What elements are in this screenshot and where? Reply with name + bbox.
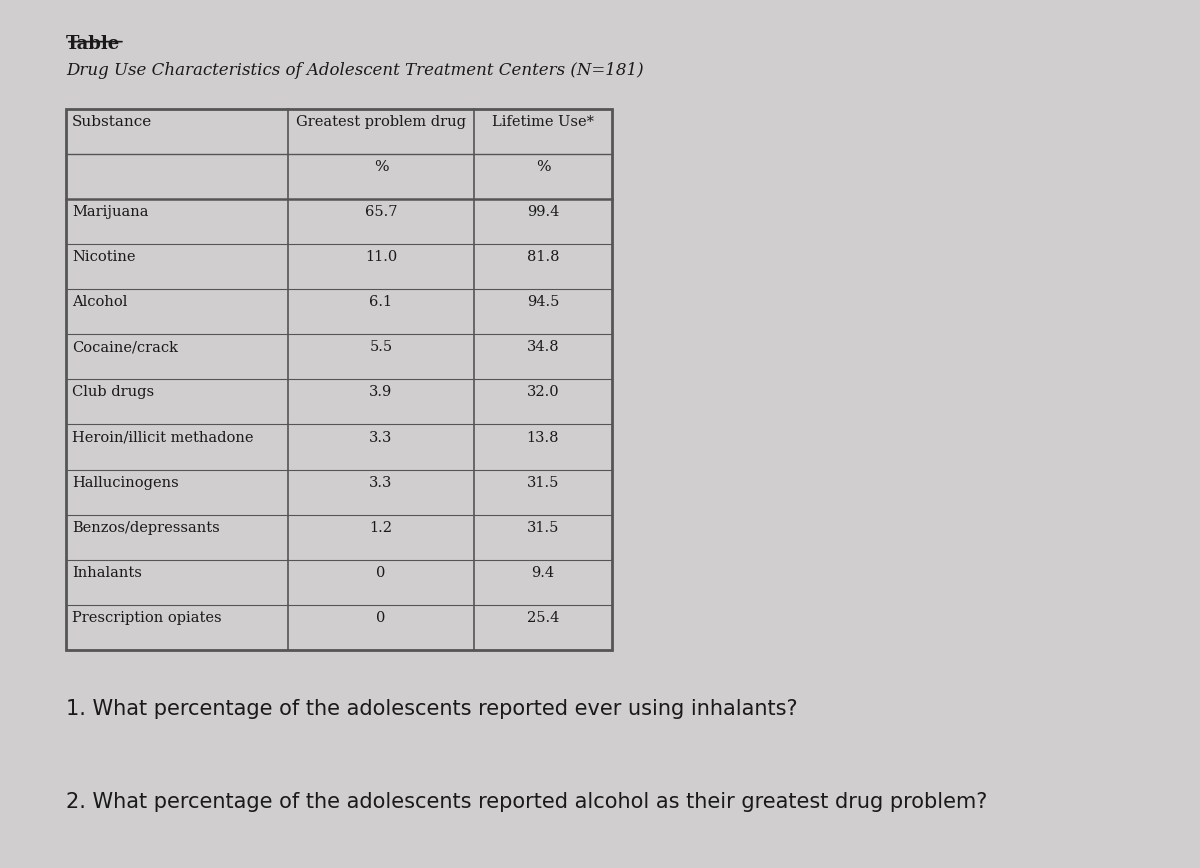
- Text: Substance: Substance: [72, 115, 152, 128]
- Text: Inhalants: Inhalants: [72, 566, 142, 580]
- Text: Table: Table: [66, 35, 120, 53]
- Text: 3.3: 3.3: [370, 431, 392, 444]
- Text: 0: 0: [377, 566, 385, 580]
- Text: Lifetime Use*: Lifetime Use*: [492, 115, 594, 128]
- Text: 25.4: 25.4: [527, 611, 559, 625]
- Text: 3.9: 3.9: [370, 385, 392, 399]
- Text: Heroin/illicit methadone: Heroin/illicit methadone: [72, 431, 253, 444]
- Text: 13.8: 13.8: [527, 431, 559, 444]
- Text: 32.0: 32.0: [527, 385, 559, 399]
- Text: 0: 0: [377, 611, 385, 625]
- Text: %: %: [535, 160, 551, 174]
- Bar: [66, 108, 612, 650]
- Text: 81.8: 81.8: [527, 250, 559, 264]
- Text: 34.8: 34.8: [527, 340, 559, 354]
- Text: 1. What percentage of the adolescents reported ever using inhalants?: 1. What percentage of the adolescents re…: [66, 699, 798, 719]
- Text: Prescription opiates: Prescription opiates: [72, 611, 222, 625]
- Text: Hallucinogens: Hallucinogens: [72, 476, 179, 490]
- Text: Marijuana: Marijuana: [72, 205, 149, 219]
- Text: %: %: [373, 160, 389, 174]
- Text: Alcohol: Alcohol: [72, 295, 127, 309]
- Text: 5.5: 5.5: [370, 340, 392, 354]
- Text: 3.3: 3.3: [370, 476, 392, 490]
- Text: 9.4: 9.4: [532, 566, 554, 580]
- Text: 65.7: 65.7: [365, 205, 397, 219]
- Text: 11.0: 11.0: [365, 250, 397, 264]
- Text: Greatest problem drug: Greatest problem drug: [296, 115, 466, 128]
- Bar: [66, 108, 612, 650]
- Text: 1.2: 1.2: [370, 521, 392, 535]
- Text: 99.4: 99.4: [527, 205, 559, 219]
- Text: 6.1: 6.1: [370, 295, 392, 309]
- Text: 31.5: 31.5: [527, 521, 559, 535]
- Text: 2. What percentage of the adolescents reported alcohol as their greatest drug pr: 2. What percentage of the adolescents re…: [66, 792, 988, 812]
- Text: Nicotine: Nicotine: [72, 250, 136, 264]
- Text: Club drugs: Club drugs: [72, 385, 154, 399]
- Text: 94.5: 94.5: [527, 295, 559, 309]
- Text: 31.5: 31.5: [527, 476, 559, 490]
- Text: Cocaine/crack: Cocaine/crack: [72, 340, 178, 354]
- Text: Benzos/depressants: Benzos/depressants: [72, 521, 220, 535]
- Text: Drug Use Characteristics of Adolescent Treatment Centers (N=181): Drug Use Characteristics of Adolescent T…: [66, 62, 643, 80]
